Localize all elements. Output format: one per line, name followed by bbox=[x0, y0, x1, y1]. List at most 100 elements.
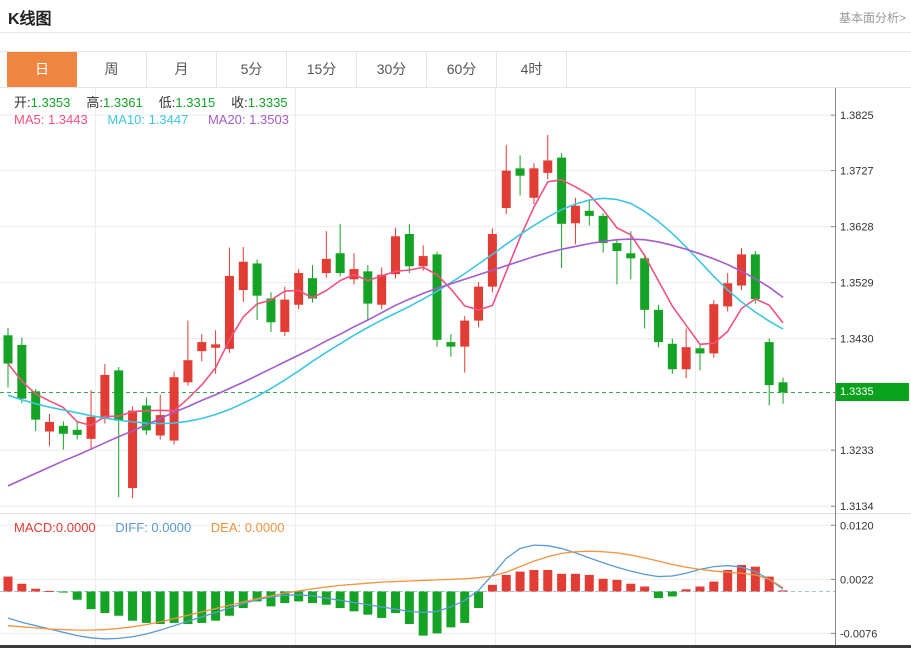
candle-body bbox=[557, 157, 567, 224]
macd-histogram-bar bbox=[515, 571, 525, 592]
macd-histogram-bar bbox=[100, 591, 110, 613]
ma20-label: MA20: bbox=[207, 112, 246, 127]
tab-day[interactable]: 日 bbox=[7, 52, 77, 87]
macd-histogram-bar bbox=[17, 583, 27, 592]
low-label: 低: bbox=[158, 95, 176, 110]
tab-15min[interactable]: 15分 bbox=[287, 52, 357, 87]
macd-histogram-bar bbox=[363, 591, 373, 615]
tab-5min[interactable]: 5分 bbox=[217, 52, 287, 87]
macd-histogram-bar bbox=[557, 573, 567, 592]
candle-body bbox=[626, 253, 636, 259]
macd-histogram-bar bbox=[626, 583, 636, 592]
candle-body bbox=[363, 271, 373, 304]
macd-histogram-bar bbox=[543, 569, 553, 592]
candle-body bbox=[695, 348, 705, 354]
candle-body bbox=[640, 258, 650, 310]
candle-body bbox=[543, 160, 553, 173]
macd-histogram-bar bbox=[612, 579, 622, 592]
candle-body bbox=[723, 283, 733, 307]
candle-body bbox=[294, 273, 304, 305]
macd-tick-label: 0.0120 bbox=[840, 520, 874, 532]
macd-histogram-bar bbox=[45, 590, 55, 592]
candle-body bbox=[570, 205, 580, 224]
macd-histogram-bar bbox=[709, 581, 719, 592]
candle-body bbox=[709, 304, 719, 354]
macd-histogram-bar bbox=[128, 591, 138, 621]
macd-histogram-bar bbox=[460, 591, 470, 623]
macd-diff-line bbox=[7, 544, 784, 640]
tab-week[interactable]: 周 bbox=[77, 52, 147, 87]
candle-body bbox=[391, 236, 401, 275]
candle-body bbox=[764, 342, 774, 386]
macd-histogram-bar bbox=[584, 574, 594, 592]
fundamental-analysis-link[interactable]: 基本面分析> bbox=[838, 11, 906, 25]
candle-body bbox=[307, 278, 317, 299]
candle-body bbox=[404, 234, 414, 267]
macd-histogram-bar bbox=[764, 576, 774, 592]
price-tick-label: 1.3233 bbox=[840, 445, 874, 457]
candle-body bbox=[418, 256, 428, 267]
ma5-value: 1.3443 bbox=[47, 112, 88, 127]
macd-histogram-bar bbox=[31, 588, 41, 592]
macd-histogram-bar bbox=[695, 586, 705, 592]
candle-body bbox=[211, 344, 221, 348]
macd-histogram-bar bbox=[391, 591, 401, 613]
macd-histogram-bar bbox=[750, 566, 760, 592]
candle-body bbox=[584, 210, 594, 216]
macd-histogram-bar bbox=[294, 591, 304, 602]
page-title: K线图 bbox=[8, 11, 52, 28]
macd-histogram-bar bbox=[432, 591, 442, 634]
macd-histogram-bar bbox=[114, 591, 124, 616]
low-value: 1.3315 bbox=[175, 95, 216, 110]
tab-4hour[interactable]: 4时 bbox=[497, 52, 567, 87]
candle-body bbox=[58, 425, 68, 434]
candle-body bbox=[446, 342, 456, 347]
candle-body bbox=[31, 391, 41, 420]
candle-body bbox=[460, 320, 470, 347]
candle-body bbox=[515, 168, 525, 176]
macd-tick-label: 0.0022 bbox=[840, 574, 874, 586]
macd-histogram-bar bbox=[86, 591, 96, 610]
ma20-value: 1.3503 bbox=[249, 112, 289, 127]
macd-histogram-bar bbox=[598, 578, 608, 592]
macd-histogram-bar bbox=[307, 591, 317, 604]
candle-body bbox=[501, 170, 511, 208]
macd-histogram-bar bbox=[155, 591, 165, 625]
price-tick-label: 1.3628 bbox=[840, 222, 874, 234]
macd-histogram-bar bbox=[778, 590, 788, 592]
macd-histogram-bar bbox=[487, 584, 497, 592]
macd-histogram-bar bbox=[404, 591, 414, 625]
tab-month[interactable]: 月 bbox=[147, 52, 217, 87]
candle-body bbox=[155, 415, 165, 436]
candle-body bbox=[141, 405, 151, 431]
candle-body bbox=[335, 253, 345, 274]
candle-body bbox=[377, 274, 387, 305]
macd-histogram-bar bbox=[3, 576, 13, 592]
candle-body bbox=[612, 243, 622, 251]
macd-histogram-bar bbox=[377, 591, 387, 618]
macd-readout: MACD:0.0000 DIFF: 0.0000 DEA: 0.0000 bbox=[14, 520, 301, 535]
macd-histogram-bar bbox=[224, 591, 234, 616]
candle-body bbox=[238, 261, 248, 291]
candle-body bbox=[197, 342, 207, 352]
candle-body bbox=[45, 421, 55, 432]
diff-value: 0.0000 bbox=[151, 520, 192, 535]
candle-body bbox=[321, 258, 331, 274]
candle-body bbox=[128, 410, 138, 489]
ohlc-readout: 开:1.3353 高:1.3361 低:1.3315 收:1.3335 bbox=[14, 92, 304, 111]
high-value: 1.3361 bbox=[103, 95, 143, 110]
macd-histogram-bar bbox=[667, 591, 677, 597]
candle-body bbox=[224, 275, 234, 349]
candle-body bbox=[750, 254, 760, 300]
macd-histogram-bar bbox=[197, 591, 207, 623]
candle-body bbox=[432, 254, 442, 340]
tab-60min[interactable]: 60分 bbox=[427, 52, 497, 87]
candle-body bbox=[17, 344, 27, 399]
price-tick-label: 1.3529 bbox=[840, 278, 874, 290]
close-label: 收: bbox=[231, 95, 248, 110]
diff-label: DIFF: bbox=[115, 520, 148, 535]
tab-30min[interactable]: 30分 bbox=[357, 52, 427, 87]
macd-histogram-bar bbox=[72, 591, 82, 600]
price-tick-label: 1.3430 bbox=[840, 334, 874, 346]
